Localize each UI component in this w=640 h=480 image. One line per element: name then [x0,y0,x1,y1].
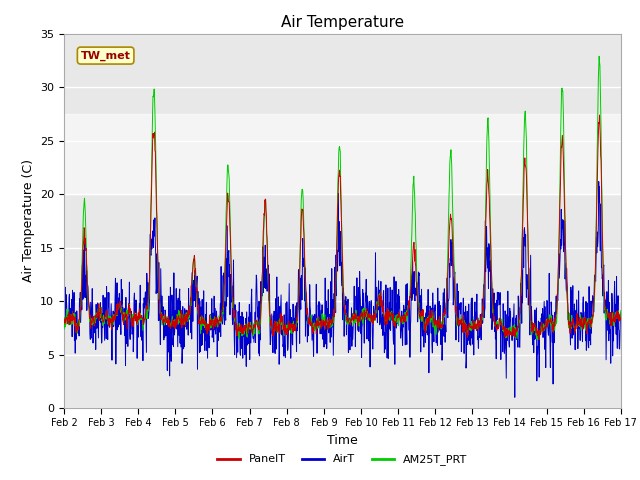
Bar [64,114,621,194]
X-axis label: Time: Time [327,434,358,447]
Y-axis label: Air Temperature (C): Air Temperature (C) [22,159,35,282]
Legend: PanelT, AirT, AM25T_PRT: PanelT, AirT, AM25T_PRT [213,450,472,470]
Title: Air Temperature: Air Temperature [281,15,404,30]
Text: TW_met: TW_met [81,50,131,60]
